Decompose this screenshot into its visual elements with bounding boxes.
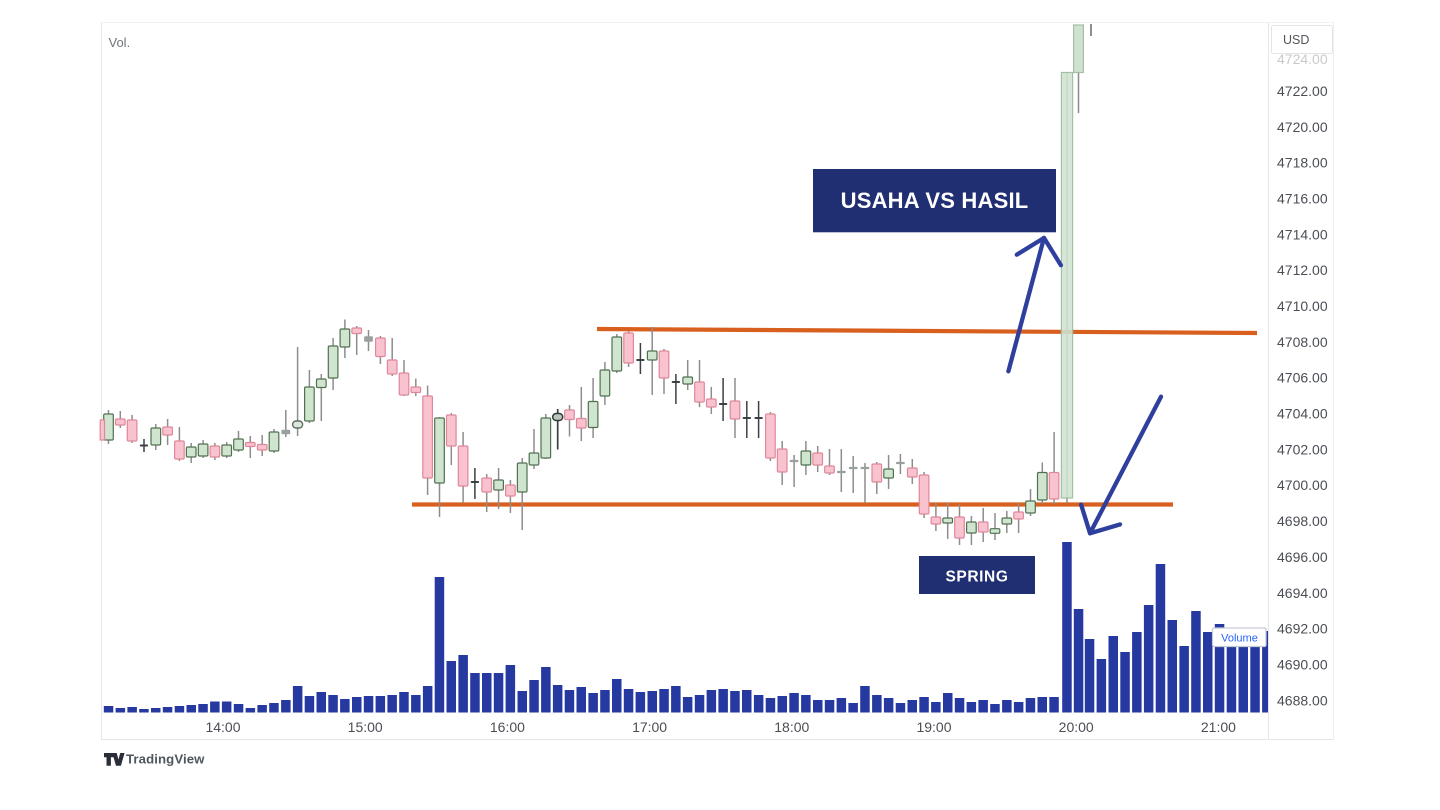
svg-text:4710.00: 4710.00 bbox=[1277, 298, 1328, 314]
svg-text:15:00: 15:00 bbox=[348, 719, 383, 735]
svg-text:4698.00: 4698.00 bbox=[1277, 513, 1328, 529]
svg-text:19:00: 19:00 bbox=[916, 719, 951, 735]
svg-text:Vol.: Vol. bbox=[109, 35, 131, 50]
svg-text:18:00: 18:00 bbox=[774, 719, 809, 735]
svg-text:4722.00: 4722.00 bbox=[1277, 83, 1328, 99]
svg-text:4720.00: 4720.00 bbox=[1277, 119, 1328, 135]
svg-text:4708.00: 4708.00 bbox=[1277, 334, 1328, 350]
svg-text:TradingView: TradingView bbox=[126, 752, 205, 767]
svg-text:4700.00: 4700.00 bbox=[1277, 477, 1328, 493]
svg-text:16:00: 16:00 bbox=[490, 719, 525, 735]
svg-text:USAHA VS HASIL: USAHA VS HASIL bbox=[841, 188, 1029, 213]
svg-text:SPRING: SPRING bbox=[945, 569, 1008, 586]
svg-text:4718.00: 4718.00 bbox=[1277, 155, 1328, 171]
svg-text:4690.00: 4690.00 bbox=[1277, 657, 1328, 673]
svg-text:4692.00: 4692.00 bbox=[1277, 621, 1328, 637]
svg-text:Volume: Volume bbox=[1221, 633, 1258, 645]
svg-text:4712.00: 4712.00 bbox=[1277, 262, 1328, 278]
svg-text:4706.00: 4706.00 bbox=[1277, 370, 1328, 386]
svg-text:21:00: 21:00 bbox=[1201, 719, 1236, 735]
svg-text:4694.00: 4694.00 bbox=[1277, 585, 1328, 601]
svg-text:4704.00: 4704.00 bbox=[1277, 406, 1328, 422]
svg-text:20:00: 20:00 bbox=[1059, 719, 1094, 735]
svg-text:4714.00: 4714.00 bbox=[1277, 226, 1328, 242]
svg-text:4702.00: 4702.00 bbox=[1277, 441, 1328, 457]
svg-text:4716.00: 4716.00 bbox=[1277, 191, 1328, 207]
svg-text:4688.00: 4688.00 bbox=[1277, 692, 1328, 708]
svg-text:4696.00: 4696.00 bbox=[1277, 549, 1328, 565]
svg-text:4724.00: 4724.00 bbox=[1277, 51, 1328, 67]
svg-text:USD: USD bbox=[1283, 33, 1309, 47]
svg-text:14:00: 14:00 bbox=[205, 719, 240, 735]
svg-text:17:00: 17:00 bbox=[632, 719, 667, 735]
